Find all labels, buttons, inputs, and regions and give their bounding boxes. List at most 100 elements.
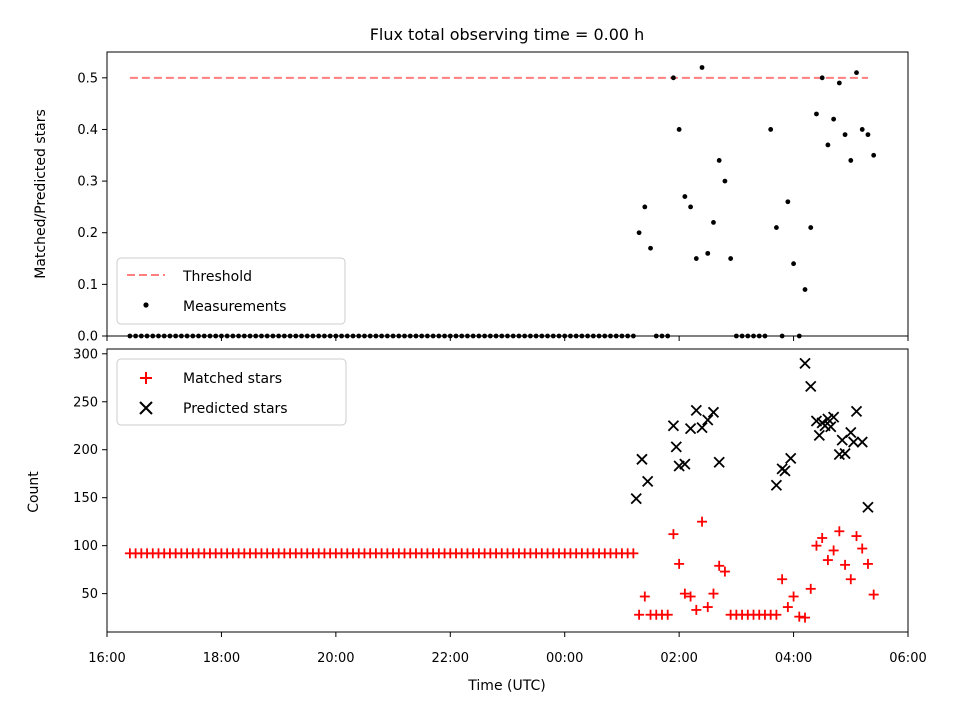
- top-marks: [127, 65, 877, 339]
- matched-star-point: [800, 612, 811, 623]
- measurement-point: [785, 199, 791, 205]
- measurement-point: [859, 127, 865, 132]
- predicted-star-point: [670, 441, 682, 453]
- measurement-point: [842, 132, 848, 138]
- top-y-ticks: 0.0 0.1 0.2 0.3 0.4 0.5: [77, 71, 107, 345]
- x-tick-label: 02:00: [660, 651, 697, 666]
- measurement-point: [791, 261, 796, 267]
- predicted-star-point: [684, 422, 697, 435]
- predicted-star-point: [845, 426, 857, 439]
- matched-star-point: [714, 560, 725, 571]
- measurement-point: [693, 256, 699, 261]
- x-tick-label: 20:00: [317, 651, 354, 666]
- predicted-star-point: [825, 421, 837, 433]
- predicted-star-point: [630, 493, 642, 505]
- measurement-point: [676, 127, 682, 132]
- matched-star-point: [788, 591, 799, 602]
- predicted-star-point: [848, 436, 860, 448]
- bottom-panel-frame: [106, 348, 909, 633]
- bottom-y-axis-label: Count: [26, 471, 42, 513]
- bottom-y-tick-label: 150: [73, 491, 98, 506]
- x-tick-label: 04:00: [775, 651, 812, 666]
- bottom-y-tick-label: 300: [73, 347, 98, 362]
- measurement-point: [671, 75, 676, 81]
- matched-star-point: [634, 609, 645, 620]
- bottom-legend-frame: [116, 358, 347, 426]
- x-tick-label: 18:00: [203, 651, 240, 666]
- predicted-star-point: [839, 447, 851, 460]
- x-tick-label: 06:00: [889, 651, 926, 666]
- matched-star-point: [685, 591, 696, 602]
- predicted-star-point: [862, 501, 874, 513]
- x-tick-label: 16:00: [88, 651, 125, 666]
- measurement-point: [871, 152, 877, 158]
- bottom-y-tick-label: 250: [73, 395, 98, 410]
- matched-star-point: [862, 558, 873, 569]
- matched-star-point: [628, 548, 639, 559]
- legend-matched-swatch: [140, 372, 152, 384]
- predicted-star-point: [770, 479, 783, 491]
- predicted-star-point: [779, 465, 791, 477]
- measurement-point: [636, 230, 642, 236]
- top-y-tick-label: 0.4: [77, 123, 98, 138]
- legend-predicted-label: Predicted stars: [183, 401, 288, 417]
- top-y-tick-label: 0.0: [77, 330, 98, 345]
- bottom-y-tick-label: 100: [73, 539, 98, 554]
- measurement-point: [854, 70, 859, 76]
- bottom-panel: 50 100 150 200 250 300 16:00 18:00 20:00 22:00 00…: [26, 347, 927, 694]
- predicted-star-point: [707, 406, 720, 418]
- measurement-point: [836, 80, 842, 86]
- measurement-point: [642, 204, 648, 210]
- bottom-x-ticks: 16:00 18:00 20:00 22:00 00:00 02:00 04:00 06:00: [88, 632, 927, 666]
- legend-measurements-label: Measurements: [183, 299, 286, 315]
- bottom-y-tick-label: 50: [81, 587, 98, 602]
- measurement-point: [648, 245, 653, 251]
- predicted-star-point: [805, 380, 817, 393]
- matched-star-point: [782, 602, 793, 613]
- matched-star-point: [828, 545, 839, 556]
- predicted-star-point: [785, 452, 797, 464]
- measurement-point: [808, 225, 814, 230]
- matched-star-point: [691, 604, 702, 615]
- measurement-point: [825, 142, 831, 148]
- matched-star-point: [702, 602, 713, 613]
- measurement-point: [774, 225, 779, 230]
- predicted-star-point: [850, 405, 863, 417]
- predicted-star-point: [813, 429, 825, 441]
- matched-star-point: [794, 611, 805, 622]
- matched-star-point: [668, 529, 679, 540]
- matched-star-point: [679, 588, 690, 599]
- top-y-tick-label: 0.1: [77, 278, 98, 293]
- top-y-tick-label: 0.3: [77, 175, 98, 190]
- matched-star-point: [845, 574, 856, 585]
- measurement-point: [819, 75, 825, 81]
- matched-star-point: [840, 559, 851, 570]
- measurement-point: [711, 220, 716, 225]
- top-x-ticks: [106, 336, 909, 341]
- chart-title: Flux total observing time = 0.00 h: [370, 25, 645, 44]
- matched-star-point: [822, 555, 833, 566]
- bottom-legend: Matched stars Predicted stars: [116, 358, 347, 426]
- predicted-star-point: [642, 475, 654, 488]
- top-panel: 0.0 0.1 0.2 0.3 0.4 0.5 Matched/Predicted sta…: [33, 51, 909, 345]
- matched-star-point: [857, 543, 868, 554]
- legend-matched-label: Matched stars: [183, 371, 282, 387]
- predicted-star-point: [667, 420, 680, 432]
- legend-measurements-swatch: [143, 302, 149, 308]
- matched-star-point: [834, 526, 845, 537]
- measurement-point: [814, 111, 819, 117]
- legend-predicted-swatch: [139, 401, 153, 415]
- matched-star-point: [697, 516, 708, 527]
- matched-star-point: [817, 532, 828, 543]
- legend-threshold-label: Threshold: [182, 269, 252, 285]
- predicted-star-point: [799, 357, 811, 370]
- measurement-point: [722, 178, 728, 184]
- top-legend-frame: [116, 257, 346, 325]
- x-axis-label: Time (UTC): [467, 678, 545, 694]
- top-y-tick-label: 0.2: [77, 226, 98, 241]
- predicted-star-point: [679, 458, 691, 470]
- predicted-star-point: [702, 414, 714, 426]
- bottom-marks: [124, 357, 879, 623]
- matched-star-point: [639, 591, 650, 602]
